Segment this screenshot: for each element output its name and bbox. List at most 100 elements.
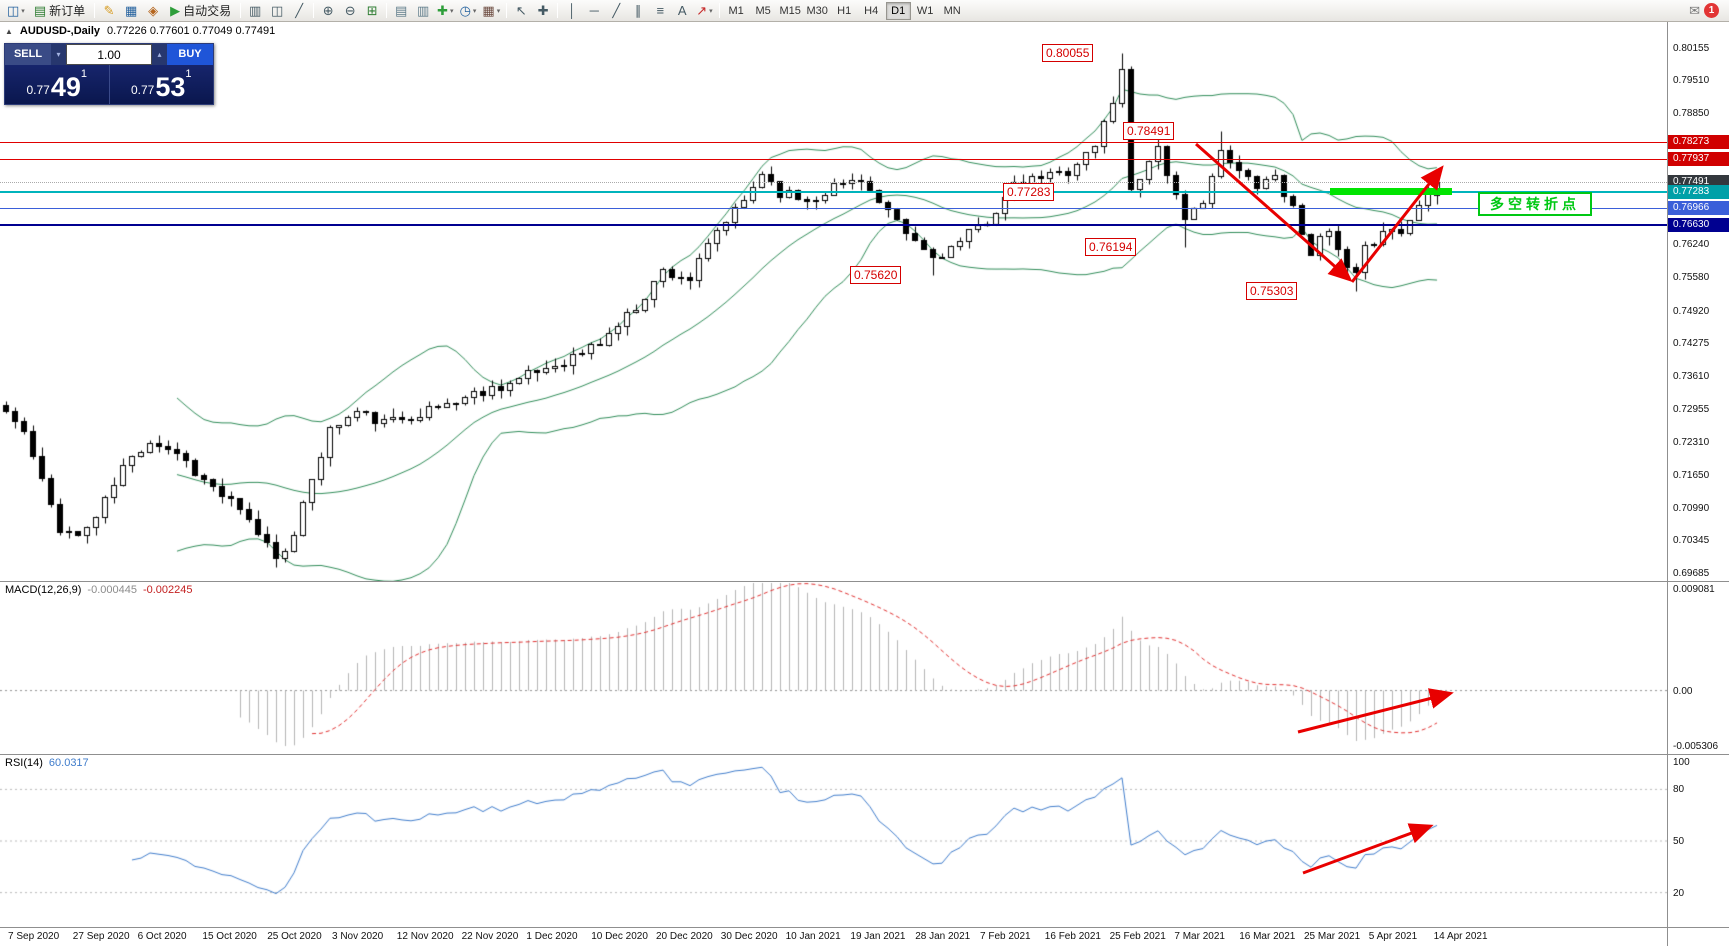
vertical-line-button[interactable]: │ [561, 1, 583, 21]
period-button[interactable]: ◷ ▾ [457, 1, 480, 21]
rsi-canvas[interactable] [0, 755, 1667, 927]
cursor-button[interactable]: ↖ [510, 1, 532, 21]
sell-price-button[interactable]: 0.77 49 1 [5, 65, 109, 104]
chart-ohlc-label: 0.77226 0.77601 0.77049 0.77491 [107, 25, 276, 37]
date-label: 19 Jan 2021 [850, 931, 906, 942]
arrange-windows-icon: ▤ [394, 3, 408, 18]
buy-price-button[interactable]: 0.77 53 1 [110, 65, 214, 104]
price-tag: 0.78273 [1668, 135, 1729, 150]
price-tick: 0.72955 [1673, 404, 1710, 416]
price-tag: 0.77937 [1668, 152, 1729, 167]
arrows-button[interactable]: ↗ ▾ [693, 1, 715, 21]
candlestick-chart-button[interactable]: ◫ [266, 1, 288, 21]
add-indicator-button[interactable]: ✚ ▾ [434, 1, 456, 21]
rsi-label: RSI(14) 60.0317 [5, 757, 89, 769]
date-axis[interactable]: 7 Sep 2020 27 Sep 2020 6 Oct 2020 15 Oct 20… [0, 927, 1729, 946]
new-order-icon: ▤ [33, 3, 47, 18]
bar-chart-button[interactable]: ▥ [244, 1, 266, 21]
horizontal-line-button[interactable]: ─ [583, 1, 605, 21]
period-icon: ◷ [459, 3, 471, 18]
inbox-icon[interactable]: ✉ [1689, 2, 1700, 18]
metaeditor-button[interactable]: ✎ [98, 1, 120, 21]
volume-decrease-button[interactable]: ▾ [51, 44, 66, 65]
timeframe-d1-button[interactable]: D1 [885, 1, 911, 20]
buy-button[interactable]: BUY [167, 44, 213, 65]
timeframe-w1-button[interactable]: W1 [916, 4, 934, 17]
zoom-in-button[interactable]: ⊕ [317, 1, 339, 21]
template-button[interactable]: ▦ ▾ [479, 1, 503, 21]
bid-prefix: 0.77 [26, 83, 50, 97]
price-tick: 0.76240 [1673, 239, 1710, 251]
timeframe-mn-button[interactable]: MN [943, 4, 961, 17]
text-button[interactable]: A [671, 1, 693, 21]
volume-input[interactable] [66, 44, 152, 65]
navigator-button[interactable]: ◈ [142, 1, 164, 21]
price-axis[interactable]: 0.80155 0.79510 0.78850 0.76240 0.75580 0.749… [1667, 22, 1729, 581]
macd-tick: 0.009081 [1673, 584, 1715, 595]
price-tick: 0.80155 [1673, 42, 1710, 54]
macd-axis[interactable]: 0.009081 0.00 -0.005306 [1667, 582, 1729, 754]
autotrading-button[interactable]: ▶ 自动交易 [164, 1, 237, 21]
channel-icon: ∥ [634, 3, 642, 18]
pivot-note-label[interactable]: 多空转折点 [1478, 192, 1592, 216]
macd-canvas[interactable] [0, 582, 1667, 754]
timeframe-m5-button[interactable]: M5 [755, 4, 771, 17]
support-highlight-line[interactable] [1330, 188, 1452, 195]
horizontal-level-line[interactable] [0, 190, 1667, 193]
toolbar-button-label: 自动交易 [183, 4, 232, 18]
channel-button[interactable]: ∥ [627, 1, 649, 21]
toolbar-separator [386, 3, 388, 18]
trade-panel-prices: 0.77 49 1 0.77 53 1 [5, 65, 213, 104]
arrange-windows-button[interactable]: ▤ [390, 1, 412, 21]
horizontal-level-line[interactable] [0, 181, 1667, 183]
market-watch-icon: ▦ [124, 3, 138, 18]
timeframe-m15-button[interactable]: M15 [779, 4, 801, 17]
timeframe-h1-button[interactable]: H1 [837, 4, 852, 17]
horizontal-level-line[interactable] [0, 207, 1667, 209]
one-click-collapse-button[interactable]: ▲ [5, 26, 13, 36]
zoom-out-button[interactable]: ⊖ [339, 1, 361, 21]
tile-windows-button[interactable]: ⊞ [361, 1, 383, 21]
tile-windows-icon: ⊞ [366, 3, 378, 18]
volume-increase-button[interactable]: ▴ [152, 44, 167, 65]
price-label[interactable]: 0.77283 [1003, 182, 1055, 201]
price-label[interactable]: 0.78491 [1123, 122, 1175, 141]
price-label[interactable]: 0.75303 [1246, 282, 1298, 301]
date-label: 30 Dec 2020 [720, 931, 778, 942]
chart-symbol-label: AUDUSD-,Daily [19, 25, 100, 37]
horizontal-level-line[interactable] [0, 159, 1667, 161]
toolbar-separator [313, 3, 315, 18]
price-label[interactable]: 0.80055 [1042, 43, 1094, 62]
new-order-button[interactable]: ▤ 新订单 [28, 1, 91, 21]
price-label[interactable]: 0.75620 [850, 266, 902, 285]
date-label: 1 Dec 2020 [526, 931, 578, 942]
horizontal-level-line[interactable] [0, 223, 1667, 226]
price-chart-panel: 0.80055 0.78491 0.77283 0.76194 0.75620 0.753… [0, 22, 1729, 581]
timeframe-m30-button[interactable]: M30 [806, 4, 828, 17]
price-label[interactable]: 0.76194 [1085, 237, 1137, 256]
sell-button[interactable]: SELL [5, 44, 51, 65]
line-chart-button[interactable]: ╱ [288, 1, 310, 21]
timeframe-h4-button[interactable]: H4 [864, 4, 879, 17]
horizontal-line-icon: ─ [589, 3, 599, 18]
price-chart-canvas[interactable] [0, 22, 1667, 581]
new-chart-button[interactable]: ◫ ▾ [4, 1, 28, 21]
trendline-button[interactable]: ╱ [605, 1, 627, 21]
fibonacci-button[interactable]: ≡ [649, 1, 671, 21]
add-indicator-icon: ✚ [437, 3, 449, 18]
toolbar-separator [506, 3, 508, 18]
dropdown-caret-icon: ▾ [709, 7, 713, 15]
dropdown-caret-icon: ▾ [21, 7, 25, 15]
notification-badge[interactable]: 1 [1704, 3, 1719, 18]
market-watch-button[interactable]: ▦ [120, 1, 142, 21]
crosshair-button[interactable]: ✚ [532, 1, 554, 21]
chart-shift-button[interactable]: ▥ [412, 1, 434, 21]
horizontal-level-line[interactable] [0, 142, 1667, 144]
date-label: 7 Sep 2020 [8, 931, 60, 942]
date-label: 25 Oct 2020 [267, 931, 322, 942]
rsi-axis[interactable]: 100 80 50 20 [1667, 755, 1729, 927]
timeframe-m1-button[interactable]: M1 [728, 4, 744, 17]
date-label: 10 Jan 2021 [785, 931, 841, 942]
arrows-icon: ↗ [696, 3, 708, 18]
